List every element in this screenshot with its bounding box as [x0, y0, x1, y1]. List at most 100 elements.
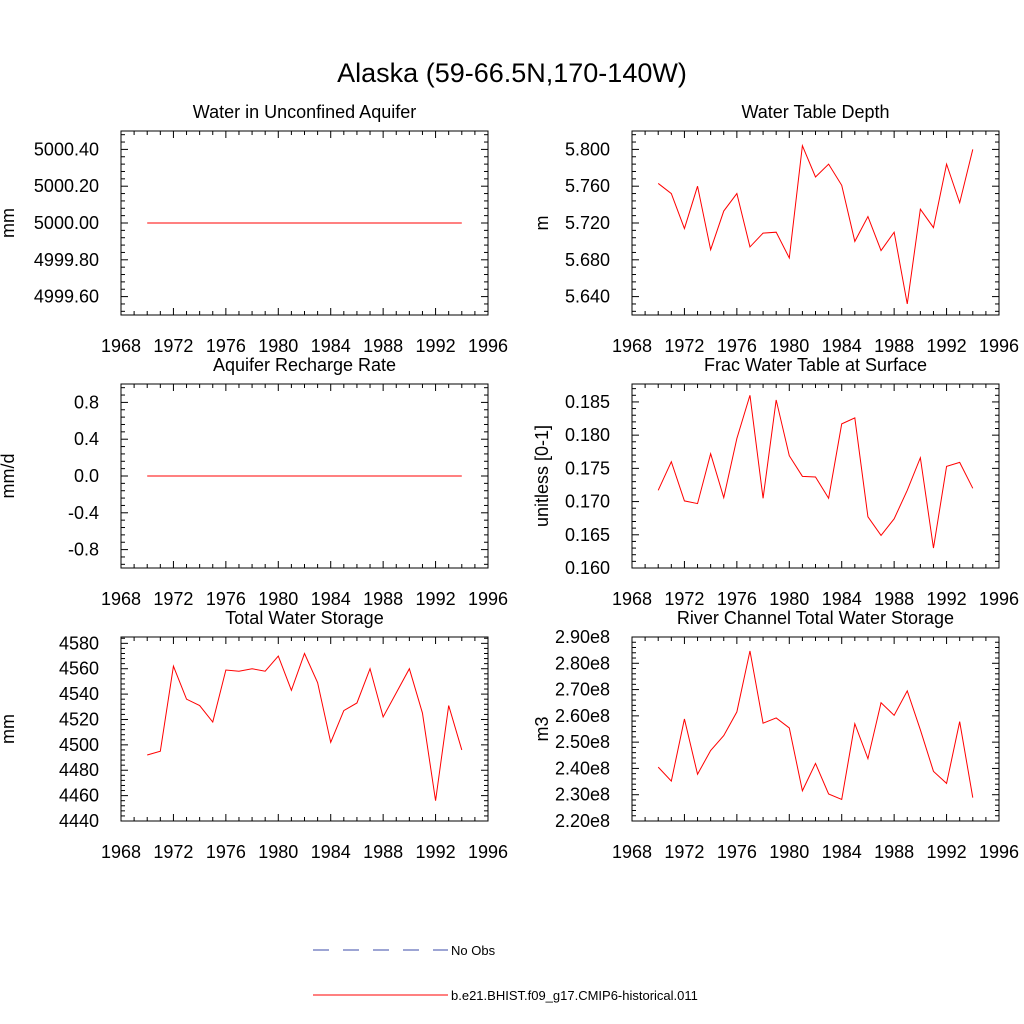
x-tick-label: 1984 [311, 336, 351, 356]
x-tick-label: 1988 [874, 589, 914, 609]
x-tick-label: 1976 [717, 336, 757, 356]
y-axis-label: mm [0, 208, 18, 238]
x-tick-label: 1992 [927, 589, 967, 609]
y-tick-label: 5.760 [565, 176, 610, 196]
x-tick-label: 1968 [101, 336, 141, 356]
x-tick-label: 1968 [612, 336, 652, 356]
y-tick-label: 0.185 [565, 392, 610, 412]
panel-water-in-unconfined-aquifer: Water in Unconfined Aquifer 1968 1972 1976 1… [0, 102, 508, 356]
y-tick-label: 4480 [59, 760, 99, 780]
x-tick-label: 1968 [101, 589, 141, 609]
y-tick-label: 0.165 [565, 525, 610, 545]
x-tick-label: 1992 [927, 336, 967, 356]
y-tick-label: 4560 [59, 659, 99, 679]
y-tick-label: 2.30e8 [555, 785, 610, 805]
y-tick-label: 0.0 [74, 466, 99, 486]
x-tick-label: 1996 [979, 842, 1019, 862]
x-tick-label: 1976 [206, 336, 246, 356]
x-tick-label: 1992 [416, 589, 456, 609]
y-tick-label: 2.40e8 [555, 758, 610, 778]
y-tick-label: 4999.60 [34, 287, 99, 307]
x-tick-label: 1980 [258, 842, 298, 862]
x-tick-label: 1996 [468, 589, 508, 609]
legend-model-label: b.e21.BHIST.f09_g17.CMIP6-historical.011 [451, 988, 698, 1003]
y-tick-label: 5000.00 [34, 213, 99, 233]
x-tick-label: 1976 [717, 842, 757, 862]
panel-total-water-storage: Total Water Storage 1968 1972 1976 1980 1984 1… [0, 608, 508, 862]
x-tick-label: 1968 [612, 842, 652, 862]
panel-title: Water in Unconfined Aquifer [193, 102, 416, 122]
y-tick-label: 4580 [59, 633, 99, 653]
x-tick-label: 1996 [468, 336, 508, 356]
y-tick-label: 0.4 [74, 429, 99, 449]
plot-frame [631, 383, 1000, 569]
series-line [657, 650, 974, 801]
y-tick-label: 0.180 [565, 425, 610, 445]
panel-title: Total Water Storage [225, 608, 383, 628]
x-tick-label: 1972 [664, 589, 704, 609]
panel-title: Frac Water Table at Surface [704, 355, 927, 375]
y-axis-label: mm [0, 714, 18, 744]
y-axis-label: m3 [532, 716, 552, 741]
y-tick-label: 5.800 [565, 139, 610, 159]
series-line [657, 395, 974, 549]
y-tick-label: 2.90e8 [555, 627, 610, 647]
legend: No Obs b.e21.BHIST.f09_g17.CMIP6-histori… [313, 943, 698, 1003]
x-tick-label: 1988 [363, 589, 403, 609]
y-tick-label: 4440 [59, 811, 99, 831]
x-tick-label: 1984 [822, 589, 862, 609]
x-tick-label: 1972 [153, 589, 193, 609]
legend-no-obs-label: No Obs [451, 943, 496, 958]
x-tick-label: 1980 [769, 336, 809, 356]
y-tick-label: 2.80e8 [555, 653, 610, 673]
x-tick-label: 1988 [874, 336, 914, 356]
y-tick-label: 4999.80 [34, 250, 99, 270]
x-tick-label: 1992 [416, 336, 456, 356]
x-tick-label: 1996 [979, 336, 1019, 356]
y-tick-label: 5000.40 [34, 139, 99, 159]
x-tick-label: 1996 [468, 842, 508, 862]
x-tick-label: 1984 [822, 842, 862, 862]
x-tick-label: 1980 [258, 336, 298, 356]
y-tick-label: 0.8 [74, 392, 99, 412]
y-tick-label: 4520 [59, 709, 99, 729]
x-tick-label: 1984 [311, 589, 351, 609]
x-tick-label: 1972 [664, 842, 704, 862]
x-tick-label: 1984 [311, 842, 351, 862]
x-tick-label: 1992 [416, 842, 456, 862]
y-tick-label: 4540 [59, 684, 99, 704]
y-axis-label: m [532, 216, 552, 231]
y-tick-label: 4460 [59, 786, 99, 806]
y-tick-label: 0.175 [565, 458, 610, 478]
x-tick-label: 1980 [769, 589, 809, 609]
x-tick-label: 1988 [363, 336, 403, 356]
x-tick-label: 1984 [822, 336, 862, 356]
x-tick-label: 1996 [979, 589, 1019, 609]
panel-water-table-depth: Water Table Depth 1968 1972 1976 1980 1984 198… [532, 102, 1019, 356]
y-tick-label: 0.170 [565, 492, 610, 512]
panel-title: Water Table Depth [741, 102, 889, 122]
y-axis-label: mm/d [0, 454, 18, 499]
y-tick-label: 5000.20 [34, 176, 99, 196]
y-tick-label: 2.60e8 [555, 706, 610, 726]
figure-title: Alaska (59-66.5N,170-140W) [337, 58, 687, 88]
panel-frac-water-table-at-surface: Frac Water Table at Surface 1968 1972 1976 1… [532, 355, 1019, 609]
x-tick-label: 1972 [664, 336, 704, 356]
x-tick-label: 1976 [206, 589, 246, 609]
x-tick-label: 1972 [153, 336, 193, 356]
y-tick-label: 0.160 [565, 558, 610, 578]
y-tick-label: 2.20e8 [555, 811, 610, 831]
panel-aquifer-recharge-rate: Aquifer Recharge Rate 1968 1972 1976 1980 198… [0, 355, 508, 609]
x-tick-label: 1992 [927, 842, 967, 862]
x-tick-label: 1976 [206, 842, 246, 862]
plot-frame [120, 636, 489, 822]
y-tick-label: 2.70e8 [555, 680, 610, 700]
x-tick-label: 1972 [153, 842, 193, 862]
y-tick-label: 5.720 [565, 213, 610, 233]
y-tick-label: 2.50e8 [555, 732, 610, 752]
x-tick-label: 1976 [717, 589, 757, 609]
plot-frame [631, 130, 1000, 316]
x-tick-label: 1980 [258, 589, 298, 609]
y-tick-label: -0.8 [68, 540, 99, 560]
